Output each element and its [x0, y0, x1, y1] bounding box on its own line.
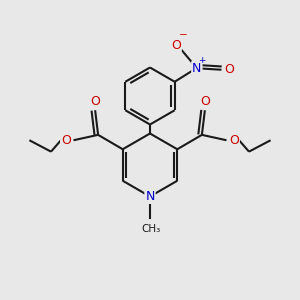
Text: CH₃: CH₃ [141, 224, 160, 233]
Text: O: O [171, 39, 181, 52]
Text: −: − [179, 30, 188, 40]
Text: +: + [199, 56, 206, 65]
Text: O: O [224, 63, 234, 76]
Text: O: O [229, 134, 239, 147]
Text: N: N [192, 62, 202, 75]
Text: O: O [200, 95, 210, 108]
Text: O: O [90, 95, 100, 108]
Text: N: N [145, 190, 155, 203]
Text: O: O [61, 134, 71, 147]
